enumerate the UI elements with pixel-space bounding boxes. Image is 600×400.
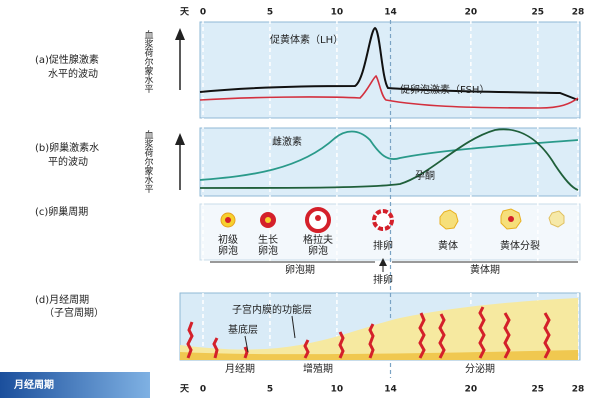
day-tick-bottom: 5 (267, 385, 273, 395)
oocyte (225, 217, 231, 223)
corpus-luteum (439, 209, 459, 230)
phase-label: 卵泡期 (285, 263, 315, 276)
day-tick-top: 5 (267, 8, 273, 18)
panel-label: （子宫周期） (44, 306, 104, 319)
artery (478, 306, 486, 359)
layer-label: 子宫内膜的功能层 (232, 303, 312, 316)
panel-label: 水平的波动 (48, 67, 98, 80)
curve-label: 促黄体素（LH） (270, 33, 343, 46)
day-tick-bottom: 25 (532, 385, 545, 395)
oocyte (265, 217, 271, 223)
day-tick-top: 25 (532, 8, 545, 18)
layer-label: 基底层 (228, 323, 258, 336)
panel-label: (c)卵巢周期 (35, 205, 88, 218)
day-tick-top: 28 (572, 8, 585, 18)
event-label: 排卵 (373, 273, 393, 286)
leader-line (244, 335, 249, 353)
day-tick-top: 10 (331, 8, 344, 18)
y-label: 血浆荷尔蒙水平 (143, 129, 154, 194)
phase-label: 月经期 (225, 362, 255, 375)
day-tick-top: 20 (465, 8, 478, 18)
day-tick-bottom: 28 (572, 385, 585, 395)
progesterone-curve (199, 128, 579, 191)
artery (503, 312, 511, 359)
artery (212, 337, 219, 359)
artery (303, 339, 310, 359)
arrow-head (379, 258, 387, 266)
stage-label: 卵泡 (258, 244, 278, 257)
oocyte (315, 215, 321, 221)
artery (186, 321, 194, 359)
stage-label: 卵泡 (308, 244, 328, 257)
banner (0, 372, 150, 398)
artery (368, 323, 375, 359)
endometrium (180, 298, 578, 360)
day-tick-bottom: 20 (465, 385, 478, 395)
corpus-luteum (548, 210, 565, 228)
panel-label: (a)促性腺激素 (35, 53, 99, 66)
leader-line (291, 315, 296, 339)
fsh-curve (199, 74, 579, 109)
day-tick-top: 14 (384, 8, 397, 18)
artery (243, 346, 249, 359)
stage-label: 格拉夫 (303, 233, 333, 246)
oocyte (508, 216, 514, 222)
panel-label: (b)卵巢激素水 (35, 141, 99, 154)
axis-unit: 天 (180, 7, 190, 18)
panel-label: (d)月经周期 (35, 293, 89, 306)
estrogen-curve (199, 130, 579, 181)
day-tick-bottom: 14 (384, 385, 397, 395)
day-tick-top: 0 (200, 8, 206, 18)
panel-label: 平的波动 (48, 155, 88, 168)
artery (438, 313, 446, 359)
y-label: 血浆荷尔蒙水平 (143, 29, 154, 94)
curve-label: 促卵泡激素（FSH） (400, 83, 489, 96)
arrow-head (175, 133, 185, 145)
day-tick-bottom: 0 (200, 385, 206, 395)
day-tick-bottom: 10 (331, 385, 344, 395)
spiral-arteries (186, 306, 551, 359)
stage-label: 卵泡 (218, 244, 238, 257)
artery (543, 312, 551, 359)
phase-label: 分泌期 (465, 362, 495, 375)
stage-label: 生长 (258, 233, 278, 246)
axis-unit: 天 (180, 384, 190, 395)
stage-label: 黄体分裂 (500, 239, 540, 252)
stage-label: 初级 (218, 233, 238, 246)
phase-label: 黄体期 (470, 263, 500, 276)
curve-label: 雌激素 (272, 135, 302, 148)
artery (338, 331, 345, 359)
banner-title: 月经周期 (13, 378, 54, 391)
basal-layer (180, 350, 578, 360)
day-grid (202, 20, 579, 378)
curve-label: 孕酮 (415, 170, 435, 182)
lh-curve (199, 26, 579, 101)
artery (418, 312, 426, 359)
stage-label: 黄体 (438, 239, 458, 252)
ruptured-follicle (372, 209, 394, 231)
phase-label: 增殖期 (303, 362, 333, 375)
arrow-head (175, 28, 185, 40)
stage-label: 排卵 (373, 239, 393, 252)
